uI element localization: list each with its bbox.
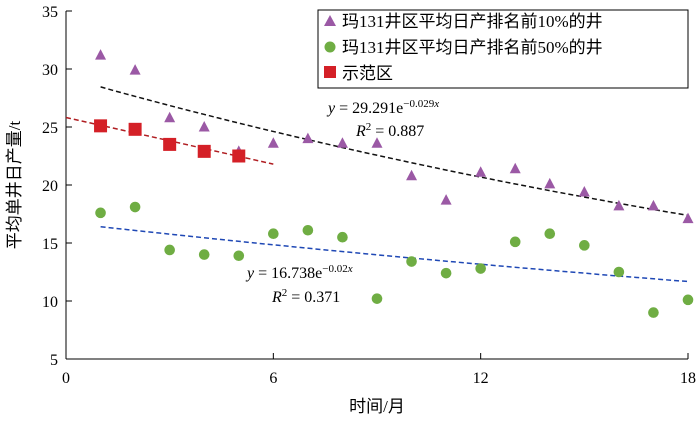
y-tick-label: 35 (42, 4, 58, 21)
trend-equation-top10: y = 29.291e−0.029x (326, 98, 439, 117)
point-top50 (233, 250, 245, 262)
x-tick-label: 0 (62, 370, 70, 387)
legend-label-top50: 玛131井区平均日产排名前50%的井 (342, 38, 603, 57)
trend-equation-top50: y = 16.738e−0.02x (245, 263, 353, 282)
point-top50 (613, 266, 625, 278)
point-top10 (613, 199, 625, 211)
point-top10 (509, 162, 521, 174)
point-top50 (129, 201, 141, 213)
legend-marker-top10 (324, 15, 336, 26)
point-top50 (406, 256, 417, 267)
point-top50 (371, 293, 383, 304)
point-top10 (371, 137, 383, 148)
point-top50 (509, 236, 521, 248)
point-top10 (544, 177, 556, 189)
legend-box (317, 9, 689, 89)
point-demo (94, 119, 108, 133)
y-tick-label: 15 (42, 236, 58, 253)
point-top10 (198, 121, 210, 132)
point-top10 (406, 169, 418, 181)
point-demo (163, 137, 177, 151)
point-top10 (336, 137, 348, 148)
y-tick-label: 5 (50, 352, 58, 369)
legend-marker-top50 (324, 41, 336, 53)
point-top10 (129, 64, 141, 75)
point-top10 (682, 212, 694, 224)
point-top10 (647, 199, 659, 211)
ticks: 0 6 12 18 5 10 15 20 25 30 35 (42, 4, 696, 387)
y-tick-label: 10 (42, 294, 58, 311)
x-tick-label: 18 (680, 370, 696, 387)
point-top50 (648, 307, 659, 318)
annotations: y = 29.291e−0.029x R2 = 0.887 y = 16.738… (245, 98, 439, 306)
point-top10 (164, 111, 176, 123)
point-top50 (95, 207, 106, 219)
legend-label-demo: 示范区 (342, 64, 393, 83)
x-tick-label: 12 (473, 370, 489, 387)
point-top50 (682, 294, 694, 306)
y-axis-title: 平均单井日产量/t (5, 121, 24, 250)
y-tick-label: 20 (42, 178, 58, 195)
trend-r2-top50: R2 = 0.371 (271, 287, 340, 306)
point-top50 (164, 244, 175, 256)
y-tick-label: 30 (42, 62, 58, 79)
y-tick-label: 25 (42, 120, 58, 137)
point-demo (197, 144, 211, 158)
legend-marker-demo (324, 66, 336, 78)
point-top10 (267, 137, 279, 148)
point-top50 (475, 263, 486, 274)
point-top10 (440, 194, 452, 205)
point-top10 (475, 166, 487, 177)
legend-label-top10: 玛131井区平均日产排名前10%的井 (342, 12, 603, 31)
point-top50 (544, 228, 556, 240)
x-axis-title: 时间/月 (349, 397, 405, 416)
legend: 玛131井区平均日产排名前10%的井 玛131井区平均日产排名前50%的井 示范… (317, 9, 689, 89)
point-top10 (578, 185, 590, 197)
point-demo (232, 149, 246, 163)
point-top10 (302, 132, 314, 144)
point-top10 (95, 49, 107, 60)
x-tick-label: 6 (269, 370, 277, 387)
points (94, 49, 694, 318)
point-top50 (337, 231, 348, 243)
point-top50 (302, 224, 314, 236)
trendline-1 (100, 225, 689, 283)
trend-r2-top10: R2 = 0.887 (355, 121, 424, 140)
point-top50 (268, 228, 279, 240)
point-demo (128, 122, 142, 136)
point-top50 (198, 249, 210, 260)
point-top50 (579, 240, 590, 251)
point-top50 (440, 267, 452, 279)
